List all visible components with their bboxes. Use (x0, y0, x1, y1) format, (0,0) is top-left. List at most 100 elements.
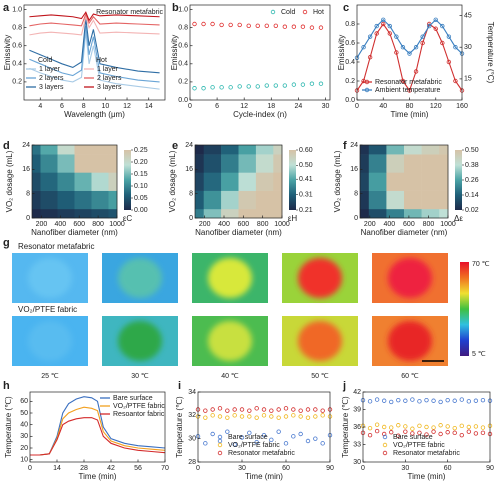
thermal-spot (388, 321, 432, 361)
heat-cell (91, 208, 109, 219)
data-point (417, 423, 422, 429)
x-tick-label: 60 (282, 465, 290, 472)
data-point (445, 397, 450, 403)
data-point (269, 408, 274, 413)
data-point (225, 408, 230, 413)
heat-cell (273, 154, 283, 173)
legend-label: 1 layer (97, 66, 119, 73)
x-axis-label: Time (min) (79, 472, 117, 481)
heat-cell (57, 154, 75, 173)
data-point (446, 34, 452, 39)
colorbar-max-label: 70 ℃ (472, 261, 490, 268)
y-axis-label: Emissivity (170, 35, 179, 71)
colorbar-tick-label: 0.60 (299, 147, 313, 154)
y-tick-label: 0.6 (12, 43, 22, 50)
legend-label: VO₂/PTFE fabric (228, 442, 280, 449)
x-tick-label: 14 (53, 465, 61, 472)
colorbar-tick-label: 0.15 (134, 171, 148, 178)
y-tick-label: 24 (185, 142, 193, 149)
x-axis-label: Time (min) (245, 472, 283, 481)
data-point (367, 399, 373, 404)
x-tick-label: 1000 (274, 221, 290, 228)
heat-cell (57, 172, 75, 191)
thermal-spot (118, 258, 162, 298)
heat-cell (255, 154, 274, 173)
series-line (356, 19, 463, 59)
data-point (247, 430, 252, 436)
data-point (309, 25, 315, 30)
data-point (361, 45, 366, 50)
y-tick-label: 0.4 (178, 61, 188, 68)
column-label: 60 ℃ (401, 373, 419, 380)
data-point (273, 83, 279, 88)
x-axis-label: Time (min) (408, 472, 446, 481)
data-point (459, 423, 464, 429)
heat-cell (221, 145, 239, 155)
x-axis-label: Wavelength (μm) (64, 110, 125, 119)
data-point (417, 399, 422, 404)
data-point (396, 433, 401, 438)
data-point (313, 407, 318, 412)
data-point (374, 397, 380, 402)
data-point (264, 23, 269, 29)
column-label: 30 ℃ (131, 373, 149, 380)
data-point (440, 23, 445, 29)
data-point (381, 424, 387, 430)
data-point (473, 431, 479, 436)
data-point (255, 84, 260, 89)
data-point (410, 426, 415, 431)
y-tick-label: 0.0 (345, 97, 355, 104)
legend-label: Resoantor fabric (113, 411, 165, 418)
thermal-spot (118, 321, 162, 361)
heat-cell (195, 208, 204, 219)
heat-cell (40, 190, 58, 210)
data-point (210, 431, 215, 437)
x-tick-label: 1000 (109, 221, 125, 228)
data-point (283, 414, 289, 419)
colorbar-tick-label: 0.41 (299, 176, 313, 183)
heat-cell (32, 208, 41, 219)
row-label: Resonator metafabric (18, 242, 94, 251)
data-point (417, 430, 422, 436)
x-tick-label: 1000 (440, 221, 456, 228)
data-point (400, 45, 406, 50)
heat-cell (439, 145, 449, 155)
heat-cell (360, 208, 370, 219)
heat-cell (74, 154, 92, 173)
x-tick-label: 30 (322, 103, 330, 110)
x-tick-label: 30 (401, 465, 409, 472)
heat-cell (386, 145, 405, 155)
data-point (232, 407, 237, 412)
row-label: VO₂/PTFE fabric (18, 305, 77, 314)
data-point (239, 414, 245, 419)
legend-label: VO₂/PTFE fabric (113, 403, 165, 410)
data-point (203, 408, 208, 413)
data-point (438, 423, 443, 428)
colorbar-tick-label: 0.20 (134, 159, 148, 166)
heat-cell (91, 154, 109, 173)
y-tick-label: 28 (188, 459, 196, 466)
data-point (389, 399, 394, 405)
heat-cell (221, 208, 239, 219)
heat-cell (91, 145, 109, 155)
data-point (282, 83, 288, 88)
thermal-spot (388, 258, 432, 298)
x-tick-label: 14 (145, 103, 153, 110)
data-point (420, 34, 425, 39)
legend-label: 1 layer (39, 66, 61, 73)
heat-cell (255, 145, 274, 155)
data-point (387, 31, 393, 36)
data-point (459, 432, 464, 438)
data-point (255, 23, 260, 29)
data-point (217, 414, 223, 419)
data-point (298, 431, 303, 437)
panel-letter: h (3, 380, 10, 392)
legend-label: 3 layers (39, 84, 64, 91)
legend-marker (382, 434, 388, 440)
data-point (446, 59, 452, 65)
data-point (237, 84, 242, 89)
heat-cell (91, 190, 109, 210)
y-tick-label: 8 (26, 191, 30, 198)
data-point (239, 407, 245, 412)
